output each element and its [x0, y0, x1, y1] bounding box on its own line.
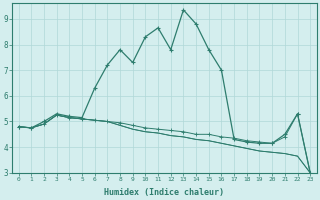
- X-axis label: Humidex (Indice chaleur): Humidex (Indice chaleur): [104, 188, 224, 197]
